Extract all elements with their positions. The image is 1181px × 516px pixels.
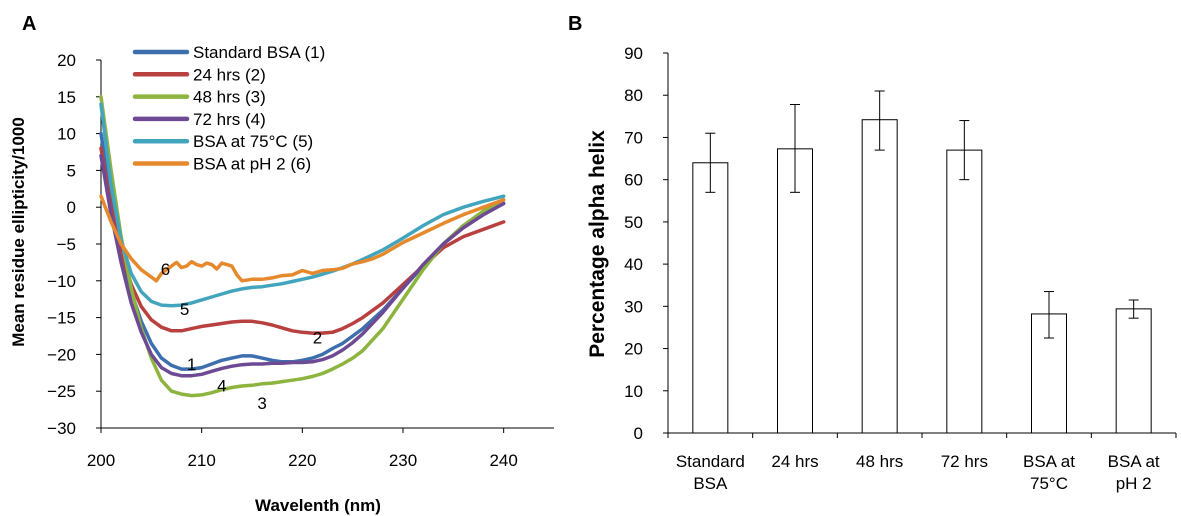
chart-b-y-tick-label: 70 [624, 128, 643, 147]
chart-a-curve-label-5: 5 [180, 300, 189, 319]
chart-a-series-line-6 [99, 194, 506, 283]
chart-a-curve-label-3: 3 [257, 394, 266, 413]
chart-a-y-tick-label: 20 [57, 51, 76, 70]
chart-a-y-tick-label: 0 [67, 198, 76, 217]
chart-a: Mean residue ellipticity/1000 Wavelenth … [9, 43, 554, 515]
panel-letter-b: B [568, 13, 582, 35]
chart-a-legend-label-1: Standard BSA (1) [193, 43, 325, 62]
chart-b-bar-6 [1115, 308, 1152, 434]
chart-a-y-tick-label: −15 [47, 309, 76, 328]
chart-a-y-tick-label: −10 [47, 272, 76, 291]
chart-b-y-tick-label: 30 [624, 297, 643, 316]
chart-b-category-label: 72 hrs [941, 452, 988, 471]
chart-a-series-line-3 [99, 95, 506, 398]
chart-a-legend-label-6: BSA at pH 2 (6) [193, 155, 311, 174]
chart-a-curve-label-6: 6 [161, 260, 170, 279]
chart-b-category-label: pH 2 [1116, 474, 1152, 493]
chart-b-y-tick-label: 50 [624, 213, 643, 232]
chart-b: Percentage alpha helix 0 10 20 30 40 50 60 70 80… [586, 44, 1177, 493]
chart-b-category-label: 24 hrs [771, 452, 818, 471]
chart-a-curve-label-1: 1 [187, 355, 196, 374]
chart-b-bar-1 [692, 162, 729, 434]
chart-a-x-tick-label: 240 [489, 451, 517, 470]
chart-b-y-tick-label: 90 [624, 44, 643, 63]
chart-a-x-axis-title: Wavelenth (nm) [255, 496, 381, 515]
chart-a-x-tick-label: 230 [389, 451, 417, 470]
chart-a-y-tick-label: −5 [57, 235, 76, 254]
chart-b-category-label: BSA at [1023, 452, 1075, 471]
chart-a-legend-label-4: 72 hrs (4) [193, 110, 266, 129]
chart-a-x-tick-label: 200 [87, 451, 115, 470]
chart-a-legend-label-5: BSA at 75°C (5) [193, 132, 313, 151]
chart-a-y-tick-label: 10 [57, 125, 76, 144]
chart-b-y-tick-label: 60 [624, 171, 643, 190]
chart-a-x-tick-label: 210 [187, 451, 215, 470]
chart-a-series-line-5 [99, 102, 506, 308]
chart-a-y-tick-label: −20 [47, 345, 76, 364]
chart-b-bar-2 [777, 148, 813, 434]
chart-b-y-tick-label: 0 [634, 424, 643, 443]
chart-a-legend-label-2: 24 hrs (2) [193, 65, 266, 84]
chart-b-category-label: Standard [676, 452, 745, 471]
chart-a-series-line-4 [99, 153, 506, 378]
chart-b-bar-4 [946, 149, 983, 434]
chart-a-y-tick-label: −30 [47, 419, 76, 438]
panel-letter-a: A [22, 13, 36, 35]
chart-b-category-label: BSA [693, 474, 728, 493]
chart-a-y-tick-label: −25 [47, 382, 76, 401]
chart-b-category-label: 75°C [1030, 474, 1068, 493]
chart-b-category-label: 48 hrs [856, 452, 903, 471]
chart-a-y-tick-label: 5 [67, 161, 76, 180]
chart-b-category-label: BSA at [1108, 452, 1160, 471]
chart-a-series-line-2 [99, 146, 506, 335]
chart-a-y-axis-title: Mean residue ellipticity/1000 [9, 117, 28, 347]
chart-b-bar-3 [861, 119, 898, 434]
chart-b-y-tick-label: 40 [624, 255, 643, 274]
chart-b-y-tick-label: 80 [624, 86, 643, 105]
chart-b-y-axis-title: Percentage alpha helix [586, 130, 609, 358]
chart-a-curve-label-4: 4 [217, 376, 226, 395]
chart-a-y-tick-label: 15 [57, 88, 76, 107]
chart-b-y-tick-label: 10 [624, 382, 643, 401]
chart-a-x-tick-label: 220 [288, 451, 316, 470]
chart-b-y-tick-label: 20 [624, 340, 643, 359]
chart-a-legend-label-3: 48 hrs (3) [193, 88, 266, 107]
chart-a-curve-label-2: 2 [313, 328, 322, 347]
